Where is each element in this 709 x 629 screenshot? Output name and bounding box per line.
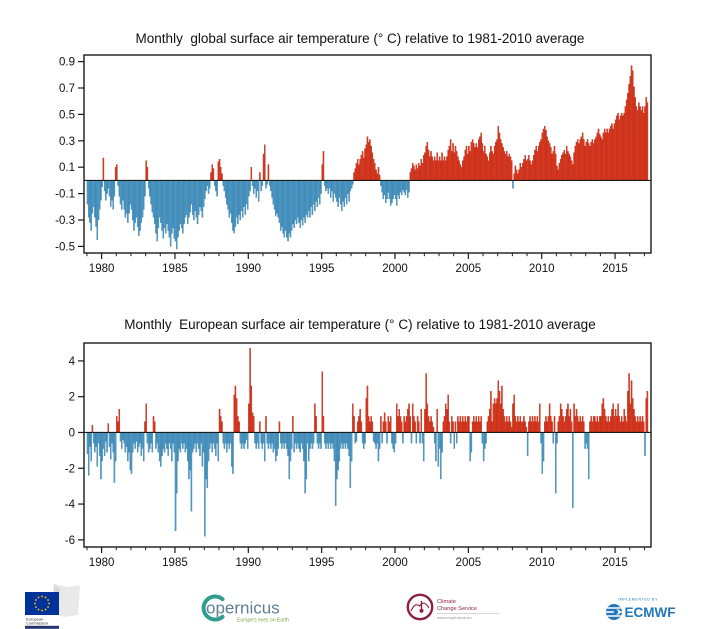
svg-text:1995: 1995 — [309, 557, 335, 569]
eu-commission-logo: European Commission — [24, 583, 88, 629]
ecmwf-logo: IMPLEMENTED BY ECMWF — [604, 594, 700, 629]
copernicus-logo: opernicus Europe's eyes on Earth — [197, 591, 315, 629]
svg-text:0.1: 0.1 — [59, 162, 75, 174]
svg-text:2000: 2000 — [382, 263, 408, 275]
svg-text:0.7: 0.7 — [59, 83, 75, 95]
svg-text:4: 4 — [69, 356, 76, 368]
svg-text:-0.5: -0.5 — [55, 241, 75, 253]
svg-text:2015: 2015 — [602, 263, 628, 275]
ecmwf-pretext: IMPLEMENTED BY — [618, 598, 658, 602]
svg-text:2: 2 — [69, 392, 75, 404]
eu-text-line2: Commission — [26, 621, 48, 626]
svg-text:0.5: 0.5 — [59, 109, 75, 121]
c3s-logo: Climate Change Service www.copernicus.eu — [405, 591, 505, 629]
svg-text:1985: 1985 — [162, 557, 188, 569]
svg-text:1990: 1990 — [236, 557, 262, 569]
global-chart-title: Monthly global surface air temperature (… — [135, 31, 585, 46]
svg-text:2015: 2015 — [602, 557, 628, 569]
svg-text:2005: 2005 — [456, 557, 482, 569]
eu-flag-icon — [25, 592, 59, 615]
svg-text:-2: -2 — [65, 463, 75, 475]
eu-text-line1: European — [26, 617, 43, 622]
svg-text:-6: -6 — [65, 535, 75, 547]
svg-text:2010: 2010 — [529, 557, 555, 569]
c3s-thermometer-icon — [406, 593, 434, 621]
svg-text:0.9: 0.9 — [59, 57, 75, 69]
c3s-text-line2: Change Service — [437, 606, 477, 612]
ecmwf-globe-icon — [606, 604, 622, 620]
svg-text:-4: -4 — [65, 499, 76, 511]
copernicus-c-icon — [201, 594, 225, 622]
svg-text:1995: 1995 — [309, 263, 335, 275]
copernicus-tagline: Europe's eyes on Earth — [237, 618, 289, 624]
svg-text:2010: 2010 — [529, 263, 555, 275]
ecmwf-wordmark: ECMWF — [625, 605, 676, 620]
copernicus-wordmark: opernicus — [206, 599, 280, 618]
svg-text:0.3: 0.3 — [59, 136, 75, 148]
svg-text:1980: 1980 — [89, 557, 115, 569]
svg-text:-0.1: -0.1 — [55, 189, 75, 201]
svg-text:2000: 2000 — [382, 557, 408, 569]
svg-text:1985: 1985 — [162, 263, 188, 275]
european-chart-title: Monthly European surface air temperature… — [124, 317, 596, 332]
c3s-text-line1: Climate — [437, 599, 456, 605]
eu-navy-bar — [25, 625, 59, 629]
c3s-subtext: www.copernicus.eu — [437, 615, 471, 620]
svg-text:0: 0 — [69, 427, 75, 439]
svg-text:-0.3: -0.3 — [55, 215, 75, 227]
svg-text:1990: 1990 — [236, 263, 262, 275]
svg-text:2005: 2005 — [456, 263, 482, 275]
svg-text:1980: 1980 — [89, 263, 115, 275]
